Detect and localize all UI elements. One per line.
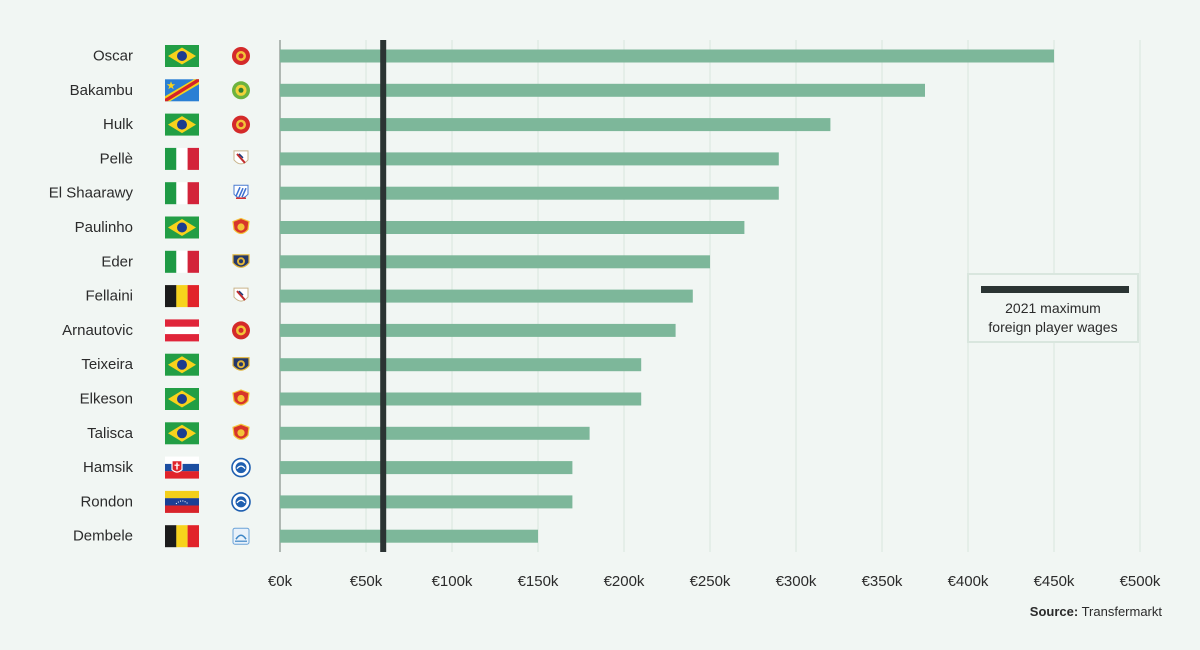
player-name-label: Rondon [80, 493, 133, 510]
legend-label: 2021 maximum foreign player wages [969, 299, 1137, 337]
dr-congo-flag-icon [165, 79, 199, 102]
italy-flag-icon [165, 182, 199, 205]
shanghai-red-crest-icon [232, 115, 250, 134]
player-name-label: Hulk [103, 116, 134, 133]
x-tick-label: €400k [948, 573, 989, 590]
legend-label-line1: 2021 maximum [1005, 300, 1101, 316]
x-tick-label: €200k [604, 573, 645, 590]
bar-8 [280, 323, 676, 337]
bar-chart: €0k €50k €100k €150k €200k €250k €300k €350k €40… [49, 40, 1161, 590]
x-tick-label: €50k [350, 573, 383, 590]
venezuela-flag-icon [165, 490, 199, 513]
white-shield-crest-icon [233, 150, 249, 165]
brazil-flag-icon [165, 388, 199, 410]
player-name-label: Oscar [93, 48, 133, 65]
player-name-label: Dembele [73, 528, 133, 545]
italy-flag-icon [165, 250, 199, 273]
bar-12 [280, 461, 573, 475]
bar-9 [280, 358, 642, 372]
brazil-flag-icon [165, 45, 199, 67]
green-crest-icon [232, 81, 250, 100]
guangzhou-red-crest-icon [232, 423, 250, 440]
qingdao-crest-icon [232, 527, 250, 545]
x-tick-label: €450k [1034, 573, 1075, 590]
austria-flag-icon [165, 319, 199, 342]
dalian-round-crest-icon [231, 492, 251, 512]
player-name-label: Elkeson [80, 391, 133, 408]
x-tick-label: €0k [268, 573, 293, 590]
player-name-label: El Shaarawy [49, 185, 134, 202]
legend-swatch [981, 286, 1129, 293]
brazil-flag-icon [165, 216, 199, 239]
x-tick-label: €500k [1120, 573, 1161, 590]
bar-14 [280, 529, 538, 543]
brazil-flag-icon [165, 422, 199, 445]
player-name-label: Talisca [87, 425, 134, 442]
player-name-label: Fellaini [85, 288, 133, 305]
source-text: Transfermarkt [1081, 604, 1162, 619]
x-tick-label: €150k [518, 573, 559, 590]
brazil-flag-icon [165, 353, 199, 376]
player-name-label: Pellè [100, 150, 133, 167]
italy-flag-icon [165, 147, 199, 170]
bar-5 [280, 221, 745, 234]
jiangsu-blue-crest-icon [232, 254, 250, 268]
player-name-label: Arnautovic [62, 322, 133, 339]
belgium-flag-icon [165, 525, 199, 548]
bar-2 [280, 118, 831, 132]
bar-11 [280, 426, 590, 440]
source-note: Source: Transfermarkt [1030, 604, 1162, 619]
jiangsu-blue-crest-icon [232, 357, 250, 371]
bar-4 [280, 186, 779, 200]
player-name-label: Teixeira [81, 356, 133, 373]
player-name-label: Paulinho [75, 219, 133, 236]
legend: 2021 maximum foreign player wages [967, 273, 1139, 343]
shanghai-red-crest-icon [232, 47, 250, 65]
bar-7 [280, 289, 693, 303]
belgium-flag-icon [165, 285, 199, 308]
x-tick-label: €300k [776, 573, 817, 590]
brazil-flag-icon [165, 113, 199, 136]
player-name-label: Bakambu [70, 82, 133, 99]
x-tick-label: €250k [690, 573, 731, 590]
bar-0 [280, 49, 1054, 63]
bar-13 [280, 495, 573, 509]
white-shield-crest-icon [233, 287, 249, 302]
bar-10 [280, 392, 642, 406]
slovakia-flag-icon [165, 456, 199, 479]
bar-6 [280, 255, 710, 269]
dalian-round-crest-icon [231, 457, 251, 478]
bar-3 [280, 152, 779, 166]
shanghai-red-crest-icon [232, 321, 250, 340]
guangzhou-red-crest-icon [232, 217, 250, 235]
player-name-label: Hamsik [83, 459, 134, 476]
blue-stripe-crest-icon [233, 184, 249, 199]
bar-1 [280, 83, 925, 97]
x-tick-label: €350k [862, 573, 903, 590]
legend-label-line2: foreign player wages [988, 319, 1118, 335]
source-label: Source: [1029, 604, 1079, 619]
x-tick-label: €100k [432, 573, 473, 590]
player-name-label: Eder [101, 253, 133, 270]
guangzhou-red-crest-icon [232, 389, 250, 406]
